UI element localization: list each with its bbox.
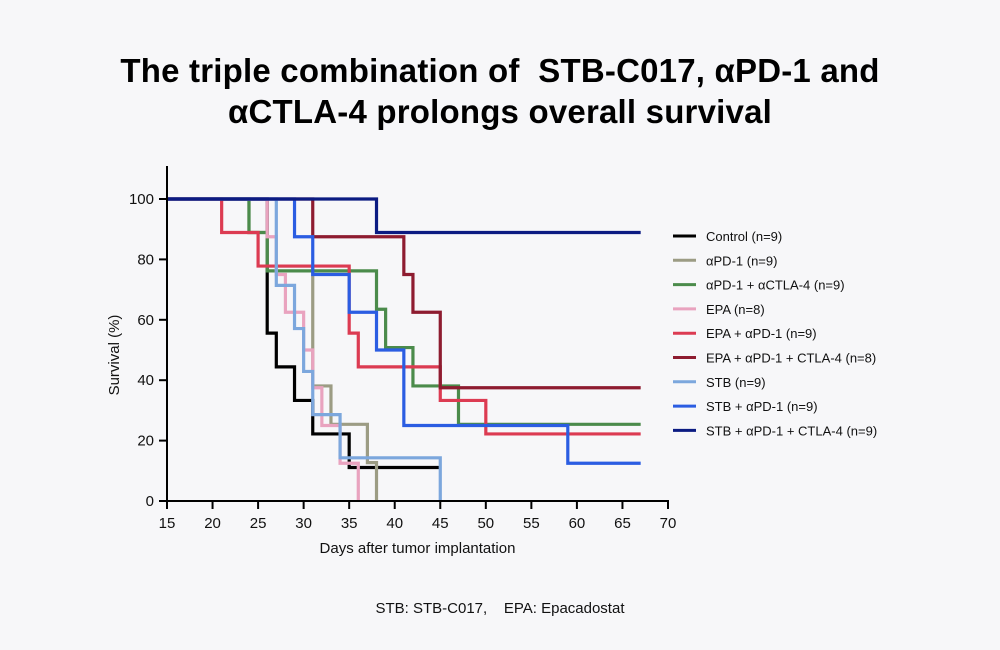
legend-label: αPD-1 (n=9) (706, 253, 777, 268)
legend-item: STB + αPD-1 (n=9) (673, 399, 818, 414)
x-tick-label: 20 (204, 515, 221, 532)
x-ticks: 15 20 25 30 35 40 45 50 55 60 65 70 (159, 501, 677, 532)
legend-label: αPD-1 + αCTLA-4 (n=9) (706, 278, 845, 293)
chart-title-line-1: The triple combination of STB-C017, αPD-… (120, 52, 880, 89)
survival-curve-5 (167, 197, 641, 390)
y-tick-label: 60 (137, 312, 154, 329)
legend-item: STB (n=9) (673, 375, 766, 390)
x-axis-label: Days after tumor implantation (320, 540, 516, 557)
legend-label: EPA (n=8) (706, 302, 765, 317)
legend: Control (n=9) αPD-1 (n=9) αPD-1 + αCTLA-4 … (673, 229, 877, 438)
x-tick-label: 65 (614, 515, 631, 532)
y-tick-label: 0 (146, 493, 154, 510)
x-tick-label: 50 (477, 515, 494, 532)
legend-item: EPA + αPD-1 (n=9) (673, 326, 817, 341)
survival-curve-0 (167, 197, 441, 470)
x-tick-label: 70 (660, 515, 677, 532)
legend-item: αPD-1 (n=9) (673, 253, 777, 268)
survival-curve-8 (167, 197, 641, 235)
survival-curve-6 (167, 197, 442, 501)
legend-item: αPD-1 + αCTLA-4 (n=9) (673, 278, 845, 293)
x-tick-label: 60 (569, 515, 586, 532)
x-tick-label: 15 (159, 515, 176, 532)
survival-curve-7 (167, 197, 641, 465)
legend-label: STB (n=9) (706, 375, 766, 390)
y-tick-label: 100 (129, 191, 154, 208)
legend-label: STB + αPD-1 (n=9) (706, 399, 818, 414)
survival-curve-3 (167, 197, 360, 501)
x-tick-label: 55 (523, 515, 540, 532)
chart-title: The triple combination of STB-C017, αPD-… (0, 50, 1000, 132)
y-ticks: 0 20 40 60 80 100 (129, 191, 167, 510)
x-tick-label: 40 (386, 515, 403, 532)
chart-title-line-2: αCTLA-4 prolongs overall survival (227, 93, 772, 130)
legend-item: STB + αPD-1 + CTLA-4 (n=9) (673, 423, 877, 438)
legend-label: EPA + αPD-1 (n=9) (706, 326, 817, 341)
legend-label: STB + αPD-1 + CTLA-4 (n=9) (706, 423, 877, 438)
x-tick-label: 35 (341, 515, 358, 532)
y-tick-label: 20 (137, 433, 154, 450)
x-tick-label: 30 (295, 515, 312, 532)
legend-label: Control (n=9) (706, 229, 782, 244)
legend-label: EPA + αPD-1 + CTLA-4 (n=8) (706, 351, 876, 366)
y-tick-label: 80 (137, 251, 154, 268)
legend-item: EPA + αPD-1 + CTLA-4 (n=8) (673, 351, 876, 366)
y-axis-label: Survival (%) (106, 315, 123, 396)
footnote: STB: STB-C017, EPA: Epacadostat (375, 600, 625, 617)
legend-item: EPA (n=8) (673, 302, 765, 317)
y-tick-label: 40 (137, 372, 154, 389)
legend-item: Control (n=9) (673, 229, 782, 244)
x-tick-label: 25 (250, 515, 267, 532)
axes-layer: 15 20 25 30 35 40 45 50 55 60 65 70 0 20 40 60 80 100 Da… (106, 166, 676, 557)
survival-curve-4 (167, 197, 641, 436)
survival-curve-1 (167, 197, 379, 501)
series-layer (167, 197, 641, 501)
x-tick-label: 45 (432, 515, 449, 532)
